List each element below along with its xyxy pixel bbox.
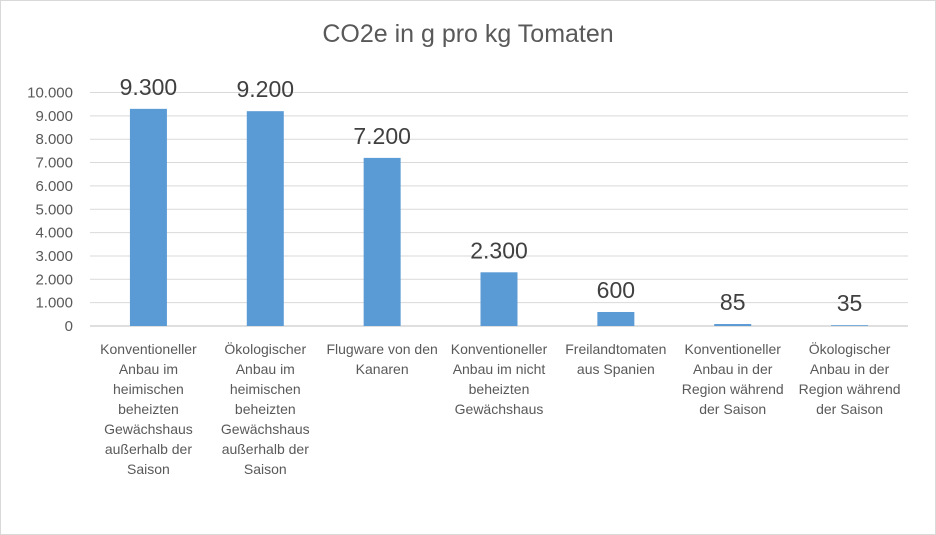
bar [363, 157, 401, 326]
bar [246, 111, 284, 327]
x-category-label: Konventioneller Anbau im heimischen behe… [100, 341, 197, 477]
data-label: 9.200 [237, 76, 295, 102]
data-labels: 9.300 9.200 7.200 2.300 600 85 35 [120, 74, 863, 316]
y-tick-label: 0 [65, 318, 73, 335]
x-category-label: Konventioneller Anbau in der Region währ… [681, 341, 784, 417]
bar [597, 311, 635, 326]
y-tick-label: 5.000 [35, 201, 73, 218]
y-tick-label: 10.000 [27, 85, 73, 102]
y-tick-label: 2.000 [35, 271, 73, 288]
y-tick-label: 4.000 [35, 225, 73, 242]
bar [129, 108, 167, 326]
y-tick-label: 1.000 [35, 295, 73, 312]
bar [480, 272, 518, 326]
x-category-label: Konventioneller Anbau im nicht beheizten… [450, 341, 548, 417]
x-category-label: Ökologischer Anbau im heimischen beheizt… [220, 341, 310, 477]
bar [831, 325, 869, 326]
x-category-label: Ökologischer Anbau in der Region während… [798, 341, 901, 417]
data-label: 7.200 [353, 123, 411, 149]
chart-title: CO2e in g pro kg Tomaten [322, 20, 614, 48]
bar [714, 324, 752, 326]
y-tick-label: 7.000 [35, 155, 73, 172]
y-tick-label: 9.000 [35, 108, 73, 125]
y-tick-label: 3.000 [35, 248, 73, 265]
data-label: 600 [597, 277, 635, 303]
x-category-label: Freilandtomaten aus Spanien [565, 341, 667, 377]
data-label: 85 [720, 289, 746, 315]
data-label: 9.300 [120, 74, 178, 100]
gridlines [90, 92, 908, 327]
y-tick-label: 8.000 [35, 131, 73, 148]
y-axis-ticks: 0 1.000 2.000 3.000 4.000 5.000 6.000 7.000 8.00… [27, 85, 73, 336]
x-category-label: Flugware von den Kanaren [326, 341, 438, 377]
data-label: 2.300 [470, 237, 528, 263]
bars [129, 108, 869, 327]
y-tick-label: 6.000 [35, 178, 73, 195]
data-label: 35 [837, 290, 863, 316]
